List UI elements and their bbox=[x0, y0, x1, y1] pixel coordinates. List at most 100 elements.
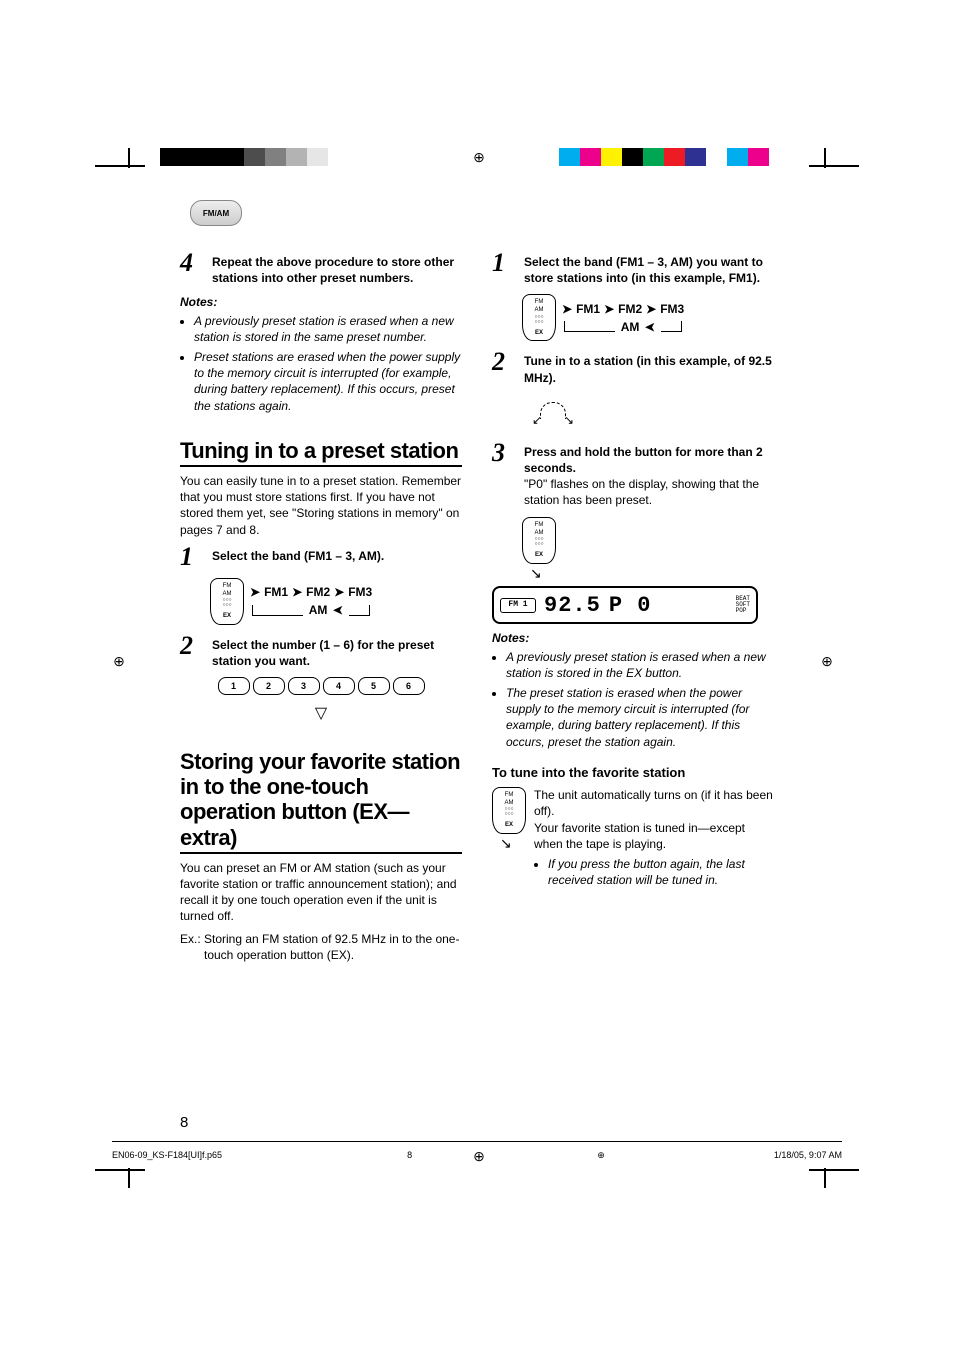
crop-mark bbox=[824, 1168, 826, 1188]
indicator: POP bbox=[736, 608, 750, 614]
pointer-icon: ↘ bbox=[500, 834, 526, 853]
label: EX bbox=[523, 329, 555, 337]
step-text: Select the band (FM1 – 3, AM). bbox=[212, 549, 384, 563]
label: EX bbox=[211, 612, 243, 620]
print-color-bar-process bbox=[559, 148, 769, 166]
section-heading-tuning: Tuning in to a preset station bbox=[180, 438, 462, 467]
color-swatch bbox=[601, 148, 622, 166]
registration-target-icon: ⊕ bbox=[470, 148, 488, 166]
lcd-frequency: 92.5 bbox=[544, 591, 601, 621]
print-color-bar-grayscale bbox=[160, 148, 349, 166]
lcd-preset: P 0 bbox=[609, 591, 652, 621]
color-swatch bbox=[685, 148, 706, 166]
body-text: The unit automatically turns on (if it h… bbox=[534, 787, 774, 819]
button-diagram: FM AM ○○○○○○ EX ↘ bbox=[522, 517, 774, 583]
crop-mark bbox=[824, 148, 826, 168]
band-label: AM bbox=[621, 319, 640, 335]
color-swatch bbox=[727, 148, 748, 166]
arrow-left-icon: ➤ bbox=[333, 602, 343, 618]
step-text-bold: Press and hold the button for more than … bbox=[524, 444, 774, 476]
pointer-icon: ↘ bbox=[530, 564, 774, 583]
color-swatch bbox=[223, 148, 244, 166]
dots-icon: ○○○○○○ bbox=[493, 807, 525, 817]
lcd-display: FM 1 92.5 P 0 BEAT SOFT POP bbox=[492, 586, 758, 624]
content-area: FM/AM 4 Repeat the above procedure to st… bbox=[180, 200, 774, 1131]
band-label: AM bbox=[309, 602, 328, 618]
label: EX bbox=[523, 551, 555, 559]
notes-list: A previously preset station is erased wh… bbox=[180, 313, 462, 414]
left-column: 4 Repeat the above procedure to store ot… bbox=[180, 250, 462, 969]
pointer-icon: ▽ bbox=[180, 703, 462, 725]
lcd-indicators: BEAT SOFT POP bbox=[736, 596, 750, 614]
section-heading-storing: Storing your favorite station in to the … bbox=[180, 749, 462, 854]
color-swatch bbox=[265, 148, 286, 166]
color-swatch bbox=[643, 148, 664, 166]
preset-buttons-diagram: 1 2 3 4 5 6 bbox=[180, 677, 462, 695]
tuning-knob-icon: ↙ ↘ bbox=[522, 394, 582, 434]
step-text-plain: "P0" flashes on the display, showing tha… bbox=[524, 476, 774, 508]
band-label: FM2 bbox=[618, 301, 642, 317]
color-swatch bbox=[559, 148, 580, 166]
note-item: A previously preset station is erased wh… bbox=[506, 649, 774, 681]
color-swatch bbox=[664, 148, 685, 166]
arrow-icon: ↘ bbox=[564, 412, 574, 428]
band-cycle: ➤ FM1 ➤ FM2 ➤ FM3 AM ➤ bbox=[250, 584, 372, 618]
two-column-layout: 4 Repeat the above procedure to store ot… bbox=[180, 250, 774, 969]
step-1: 1 Select the band (FM1 – 3, AM). bbox=[180, 544, 462, 570]
page-number: 8 bbox=[180, 1114, 188, 1131]
arrow-left-icon: ➤ bbox=[645, 319, 655, 335]
lcd-band: FM 1 bbox=[500, 598, 536, 613]
crop-mark bbox=[128, 148, 130, 168]
color-swatch bbox=[328, 148, 349, 166]
band-label: FM1 bbox=[576, 301, 600, 317]
fm-am-button-icon: FM AM ○○○○○○ EX bbox=[522, 294, 556, 341]
step-number: 3 bbox=[492, 440, 514, 509]
line bbox=[564, 321, 615, 332]
arrow-icon: ↙ bbox=[532, 412, 542, 428]
right-column: 1 Select the band (FM1 – 3, AM) you want… bbox=[492, 250, 774, 969]
fm-am-button-icon: FM AM ○○○○○○ EX bbox=[492, 787, 526, 834]
step-number: 2 bbox=[180, 633, 202, 669]
dots-icon: ○○○○○○ bbox=[211, 598, 243, 608]
label: FM bbox=[523, 298, 555, 306]
band-label: FM1 bbox=[264, 584, 288, 600]
band-label: FM2 bbox=[306, 584, 330, 600]
step-text: Tune in to a station (in this example, o… bbox=[524, 354, 772, 384]
color-swatch bbox=[307, 148, 328, 166]
notes-list: A previously preset station is erased wh… bbox=[492, 649, 774, 750]
crop-mark bbox=[809, 165, 859, 167]
step-text: Select the number (1 – 6) for the preset… bbox=[212, 638, 434, 668]
intro-text: You can preset an FM or AM station (such… bbox=[180, 860, 462, 925]
label: FM bbox=[211, 582, 243, 590]
section-badge-fm-am: FM/AM bbox=[190, 200, 242, 226]
registration-target-icon: ⊕ bbox=[110, 652, 128, 670]
label: EX bbox=[493, 821, 525, 829]
inline-diagram-text: FM AM ○○○○○○ EX ↘ The unit automatically… bbox=[492, 787, 774, 892]
preset-button-icon: 1 bbox=[218, 677, 250, 695]
color-swatch bbox=[706, 148, 727, 166]
note-item: The preset station is erased when the po… bbox=[506, 685, 774, 750]
label: FM bbox=[523, 521, 555, 529]
color-swatch bbox=[286, 148, 307, 166]
color-swatch bbox=[622, 148, 643, 166]
registration-target-icon: ⊕ bbox=[818, 652, 836, 670]
example-text: Ex.: Storing an FM station of 92.5 MHz i… bbox=[180, 931, 462, 963]
step-number: 2 bbox=[492, 349, 514, 385]
footer-page: 8 bbox=[407, 1150, 412, 1161]
color-swatch bbox=[580, 148, 601, 166]
color-swatch bbox=[244, 148, 265, 166]
step-2: 2 Tune in to a station (in this example,… bbox=[492, 349, 774, 385]
notes-heading: Notes: bbox=[180, 294, 462, 310]
step-3: 3 Press and hold the button for more tha… bbox=[492, 440, 774, 509]
band-cycle-diagram: FM AM ○○○○○○ EX ➤ FM1 ➤ FM2 ➤ FM3 bbox=[522, 294, 774, 341]
page: ⊕ ⊕ ⊕ ⊕ FM/AM 4 Repeat the above procedu… bbox=[0, 0, 954, 1351]
step-2: 2 Select the number (1 – 6) for the pres… bbox=[180, 633, 462, 669]
color-swatch bbox=[181, 148, 202, 166]
registration-target-icon: ⊕ bbox=[597, 1150, 605, 1161]
note-item: Preset stations are erased when the powe… bbox=[194, 349, 462, 414]
line bbox=[252, 605, 303, 616]
bullet-list: If you press the button again, the last … bbox=[534, 856, 774, 888]
color-swatch bbox=[748, 148, 769, 166]
intro-text: You can easily tune in to a preset stati… bbox=[180, 473, 462, 538]
footer-date: 1/18/05, 9:07 AM bbox=[774, 1150, 842, 1161]
